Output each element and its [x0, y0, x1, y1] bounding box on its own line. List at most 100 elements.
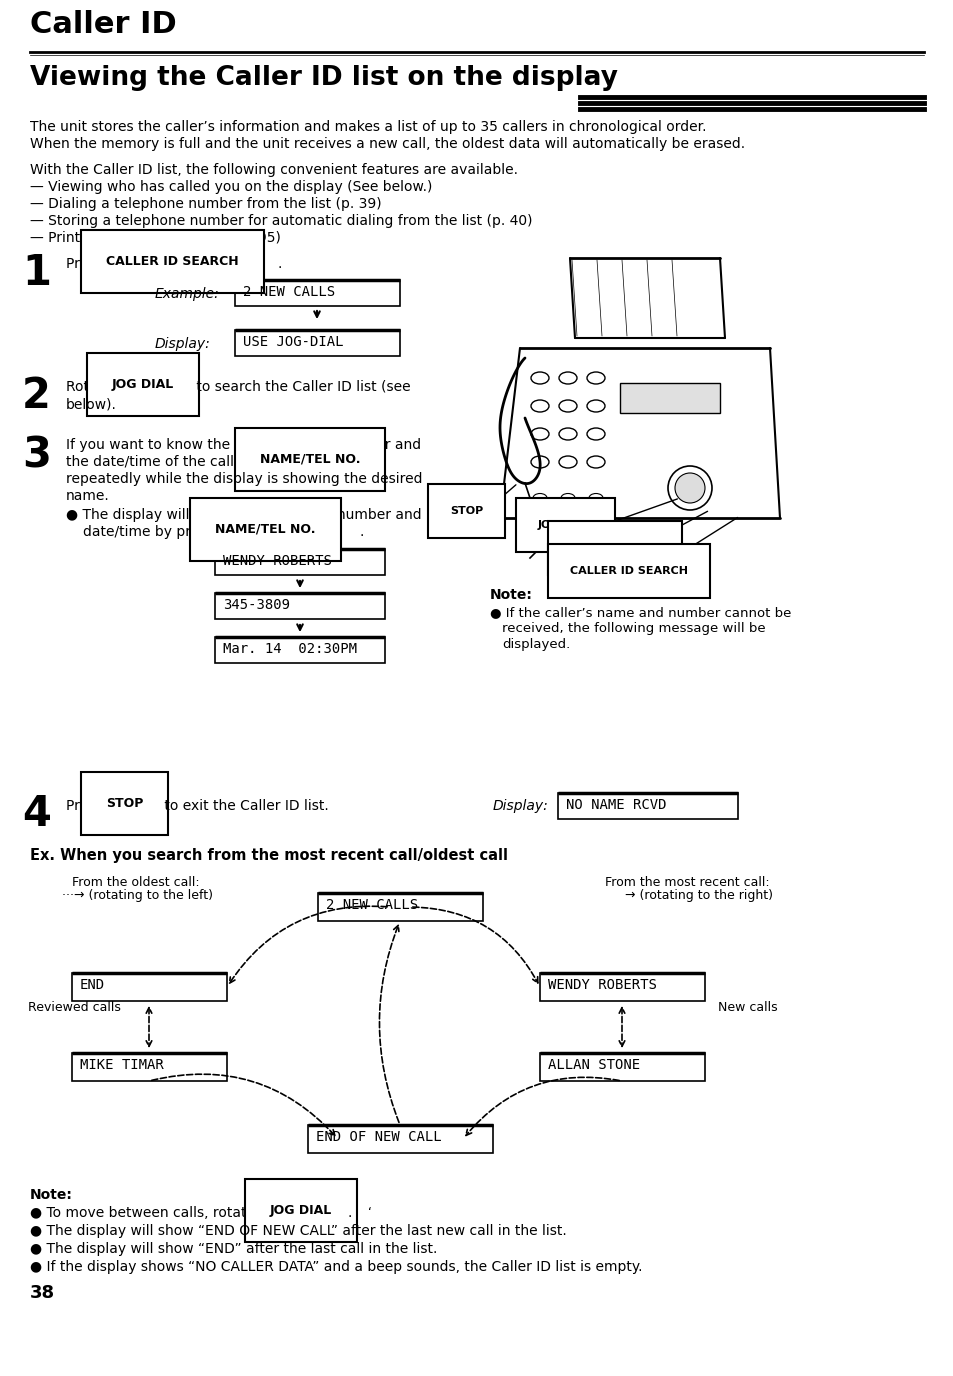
Ellipse shape — [531, 372, 548, 384]
Text: Press: Press — [66, 257, 107, 271]
Bar — [558, 793, 738, 819]
Text: Example:: Example: — [154, 288, 219, 301]
Text: 2 NEW CALLS: 2 NEW CALLS — [326, 899, 417, 912]
Text: ● The display will show “END OF NEW CALL” after the last new call in the list.: ● The display will show “END OF NEW CALL… — [30, 1225, 566, 1238]
Text: 2 NEW CALLS: 2 NEW CALLS — [243, 285, 335, 299]
Ellipse shape — [586, 400, 604, 411]
Text: New calls: New calls — [718, 1000, 777, 1014]
Text: WENDY ROBERTS: WENDY ROBERTS — [547, 978, 657, 992]
Text: CALLER ID SEARCH: CALLER ID SEARCH — [569, 566, 687, 577]
Text: 1: 1 — [22, 252, 51, 294]
Text: When the memory is full and the unit receives a new call, the oldest data will a: When the memory is full and the unit rec… — [30, 138, 744, 151]
Text: Display:: Display: — [493, 799, 548, 813]
Text: MIKE TIMAR: MIKE TIMAR — [80, 1058, 164, 1072]
Text: END: END — [80, 978, 105, 992]
Ellipse shape — [531, 400, 548, 411]
Text: .: . — [277, 257, 282, 271]
Text: If you want to know the caller’s phone number and: If you want to know the caller’s phone n… — [66, 438, 420, 451]
Text: NAME/TEL NO.: NAME/TEL NO. — [569, 544, 659, 553]
Bar — [234, 330, 399, 356]
Text: NAME/TEL NO.: NAME/TEL NO. — [260, 453, 360, 466]
Text: .: . — [359, 526, 364, 539]
Text: received, the following message will be: received, the following message will be — [501, 622, 765, 634]
Text: Caller ID: Caller ID — [30, 10, 176, 39]
Text: Reviewed calls: Reviewed calls — [28, 1000, 121, 1014]
Ellipse shape — [586, 428, 604, 440]
Text: name.: name. — [66, 488, 110, 504]
Text: JOG DIAL: JOG DIAL — [112, 378, 174, 391]
Ellipse shape — [588, 494, 602, 502]
Text: From the oldest call:: From the oldest call: — [71, 877, 199, 889]
Text: Press: Press — [66, 799, 107, 813]
Text: NAME/TEL NO.: NAME/TEL NO. — [214, 523, 315, 537]
Text: — Viewing who has called you on the display (See below.): — Viewing who has called you on the disp… — [30, 180, 432, 194]
Text: ● To move between calls, rotate: ● To move between calls, rotate — [30, 1205, 259, 1221]
Ellipse shape — [558, 455, 577, 468]
Text: ‘: ‘ — [359, 1205, 372, 1219]
Text: END OF NEW CALL: END OF NEW CALL — [315, 1130, 441, 1143]
Text: — Printing out a Caller ID list (p. 95): — Printing out a Caller ID list (p. 95) — [30, 231, 280, 245]
Text: With the Caller ID list, the following convenient features are available.: With the Caller ID list, the following c… — [30, 162, 517, 178]
Text: → (rotating to the right): → (rotating to the right) — [624, 889, 772, 903]
Text: CALLER ID SEARCH: CALLER ID SEARCH — [106, 255, 238, 268]
Text: ALLAN STONE: ALLAN STONE — [547, 1058, 639, 1072]
Text: Ex. When you search from the most recent call/oldest call: Ex. When you search from the most recent… — [30, 848, 507, 863]
Text: ● If the display shows “NO CALLER DATA” and a beep sounds, the Caller ID list is: ● If the display shows “NO CALLER DATA” … — [30, 1260, 641, 1274]
Bar — [539, 973, 704, 1000]
Bar — [71, 973, 227, 1000]
Text: — Dialing a telephone number from the list (p. 39): — Dialing a telephone number from the li… — [30, 197, 381, 211]
Text: repeatedly while the display is showing the desired: repeatedly while the display is showing … — [66, 472, 422, 486]
Text: STOP: STOP — [106, 797, 143, 810]
Text: date/time by pressing: date/time by pressing — [83, 526, 239, 539]
Bar — [619, 383, 720, 413]
Circle shape — [667, 466, 711, 510]
Text: to exit the Caller ID list.: to exit the Caller ID list. — [160, 799, 329, 813]
Text: The unit stores the caller’s information and makes a list of up to 35 callers in: The unit stores the caller’s information… — [30, 120, 706, 133]
Text: 345-3809: 345-3809 — [223, 599, 290, 612]
Text: Rotate: Rotate — [66, 380, 116, 394]
Bar — [539, 1053, 704, 1082]
Bar — [308, 1126, 493, 1153]
Bar — [214, 637, 385, 663]
Text: USE JOG-DIAL: USE JOG-DIAL — [243, 334, 343, 350]
Text: to search the Caller ID list (see: to search the Caller ID list (see — [192, 380, 410, 394]
Text: JOG DIAL: JOG DIAL — [270, 1204, 332, 1216]
Bar — [71, 1053, 227, 1082]
Text: Mar. 14  02:30PM: Mar. 14 02:30PM — [223, 643, 356, 656]
Ellipse shape — [560, 494, 575, 502]
Text: ● If the caller’s name and number cannot be: ● If the caller’s name and number cannot… — [490, 605, 791, 619]
Text: Viewing the Caller ID list on the display: Viewing the Caller ID list on the displa… — [30, 65, 618, 91]
Text: ● The display will show “END” after the last call in the list.: ● The display will show “END” after the … — [30, 1243, 436, 1256]
Text: below).: below). — [66, 398, 117, 411]
Text: Note:: Note: — [490, 588, 533, 603]
Ellipse shape — [558, 428, 577, 440]
Ellipse shape — [586, 372, 604, 384]
Bar — [214, 593, 385, 619]
Text: 4: 4 — [22, 793, 51, 835]
Text: STOP: STOP — [450, 506, 483, 516]
Text: ···→ (rotating to the left): ···→ (rotating to the left) — [62, 889, 213, 903]
Text: From the most recent call:: From the most recent call: — [604, 877, 769, 889]
Text: WENDY ROBERTS: WENDY ROBERTS — [223, 555, 332, 568]
Ellipse shape — [531, 455, 548, 468]
Bar — [214, 549, 385, 575]
Text: ● The display will alternate the name, number and: ● The display will alternate the name, n… — [66, 508, 421, 522]
Text: 3: 3 — [22, 435, 51, 477]
Text: displayed.: displayed. — [501, 638, 570, 651]
Text: — Storing a telephone number for automatic dialing from the list (p. 40): — Storing a telephone number for automat… — [30, 215, 532, 228]
Ellipse shape — [533, 494, 546, 502]
Text: 38: 38 — [30, 1284, 55, 1302]
Ellipse shape — [586, 455, 604, 468]
Bar — [234, 279, 399, 305]
Text: Note:: Note: — [30, 1187, 72, 1203]
Text: JOG DIAL: JOG DIAL — [537, 520, 593, 530]
Bar — [317, 893, 482, 921]
Text: .: . — [348, 1205, 352, 1221]
Text: the date/time of the call, press: the date/time of the call, press — [66, 455, 284, 469]
Text: Display:: Display: — [154, 337, 211, 351]
Text: NO NAME RCVD: NO NAME RCVD — [565, 798, 666, 812]
Ellipse shape — [558, 400, 577, 411]
Circle shape — [675, 473, 704, 504]
Ellipse shape — [531, 428, 548, 440]
Ellipse shape — [558, 372, 577, 384]
